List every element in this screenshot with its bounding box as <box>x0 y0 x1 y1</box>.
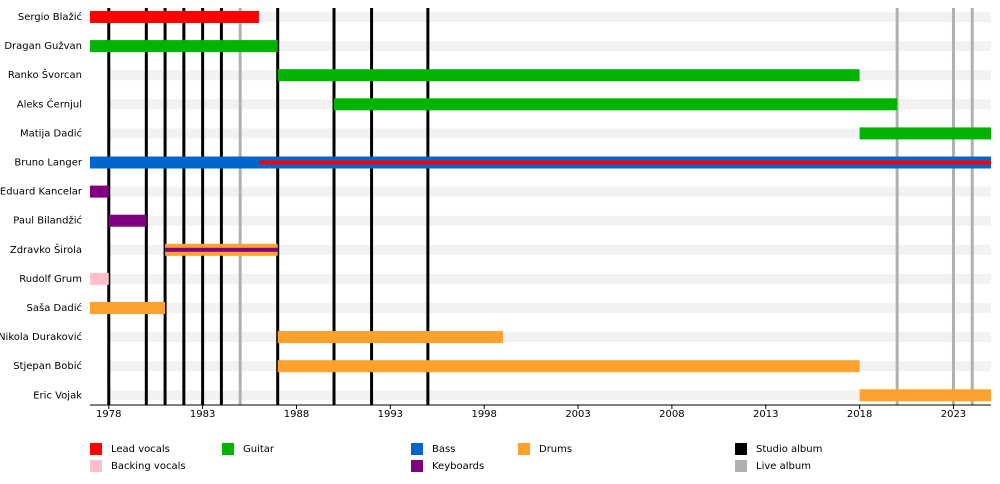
legend-label: Guitar <box>243 444 275 455</box>
x-tick-label: 2013 <box>753 409 778 420</box>
member-name: Bruno Langer <box>14 158 82 169</box>
row-band <box>108 390 991 401</box>
bar-stripe <box>258 160 991 165</box>
x-tick-label: 2023 <box>941 409 966 420</box>
row-band <box>108 332 991 343</box>
member-name: Nikola Duraković <box>0 331 82 343</box>
x-tick-label: 2003 <box>565 409 590 420</box>
member-name: Zdravko Širola <box>10 243 82 256</box>
row-band <box>108 273 991 284</box>
legend-swatch <box>411 460 423 472</box>
x-tick-label: 1988 <box>284 409 309 420</box>
legend-swatch <box>735 443 747 455</box>
bar-stripe <box>165 247 278 252</box>
legend-swatch <box>90 460 102 472</box>
member-name: Dragan Gužvan <box>4 40 82 52</box>
row-band <box>108 128 991 139</box>
bar <box>90 40 278 53</box>
member-name: Eduard Kancelar <box>0 187 83 198</box>
x-tick-label: 2018 <box>847 409 872 420</box>
x-tick-label: 1998 <box>471 409 496 420</box>
member-name: Paul Bilandžić <box>13 215 82 227</box>
bar <box>90 11 259 23</box>
bar <box>90 272 109 285</box>
legend-swatch <box>222 443 234 455</box>
row-band <box>108 186 991 197</box>
member-name: Eric Vojak <box>33 390 82 401</box>
legend-label: Bass <box>432 444 455 455</box>
member-name: Ranko Švorcan <box>8 68 82 81</box>
legend-swatch <box>411 443 423 455</box>
legend-swatch <box>518 443 530 455</box>
bar <box>90 185 109 198</box>
x-tick-label: 1983 <box>190 409 215 420</box>
bar <box>859 389 991 402</box>
bar <box>277 331 503 344</box>
x-tick-label: 1978 <box>96 409 121 420</box>
legend-swatch <box>735 460 747 472</box>
bar <box>108 214 147 227</box>
row-band <box>108 12 991 22</box>
bar <box>334 98 898 111</box>
member-name: Stjepan Bobić <box>13 360 82 372</box>
legend-swatch <box>90 443 102 455</box>
row-band <box>108 244 991 255</box>
member-name: Sergio Blažić <box>18 11 82 23</box>
legend-label: Drums <box>539 444 572 455</box>
x-tick-label: 1993 <box>378 409 403 420</box>
row-band <box>108 303 991 313</box>
legend-label: Live album <box>756 461 811 472</box>
legend-label: Keyboards <box>432 461 484 472</box>
legend-label: Studio album <box>756 444 822 455</box>
row-band <box>108 215 991 226</box>
legend-label: Backing vocals <box>111 461 186 472</box>
member-name: Rudolf Grum <box>19 274 82 285</box>
bar <box>90 302 166 314</box>
bar <box>277 360 860 373</box>
member-name: Matija Dadić <box>20 127 82 139</box>
legend-label: Lead vocals <box>111 444 170 455</box>
bar <box>859 127 991 140</box>
x-tick-label: 2008 <box>659 409 684 420</box>
row-band <box>108 41 991 52</box>
bar <box>277 69 860 82</box>
member-name: Aleks Černjul <box>17 97 82 110</box>
member-name: Saša Dadić <box>27 302 82 314</box>
